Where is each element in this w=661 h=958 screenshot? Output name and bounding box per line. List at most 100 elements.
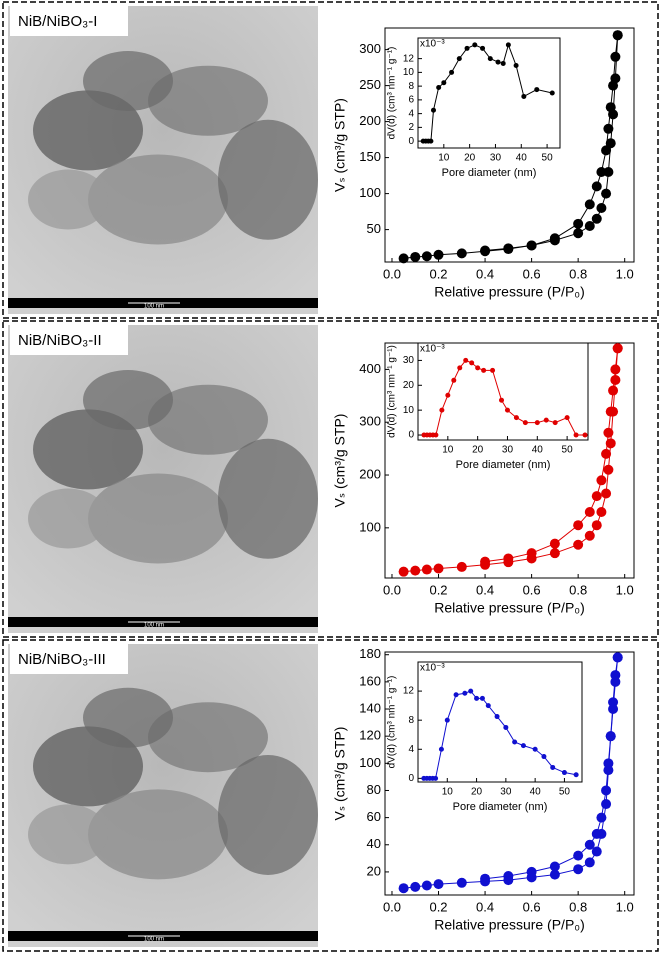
x-tick-label: 50 — [559, 787, 571, 798]
x-tick-label: 0.2 — [429, 266, 447, 281]
x-tick-label: 30 — [490, 153, 502, 164]
data-point — [610, 374, 621, 385]
y-tick-label: 0 — [408, 773, 414, 784]
data-point — [503, 553, 514, 564]
data-point — [584, 506, 595, 517]
data-point — [433, 775, 439, 781]
data-point — [591, 828, 602, 839]
data-point — [603, 464, 614, 475]
data-point — [480, 556, 491, 567]
plot-area — [417, 37, 561, 149]
data-point — [433, 432, 439, 438]
y-tick-label: 300 — [359, 41, 381, 56]
tem-particle — [28, 804, 108, 865]
y-tick-label: 300 — [359, 414, 381, 429]
y-tick-label: 6 — [408, 95, 414, 106]
data-point — [505, 42, 511, 48]
data-point — [550, 764, 556, 770]
data-point — [534, 87, 540, 93]
scale-bar-label: 100 nm — [144, 304, 164, 310]
tem-particle — [28, 169, 108, 230]
tem-particle — [88, 154, 228, 245]
x-tick-label: 10 — [442, 445, 454, 456]
data-point — [457, 365, 463, 371]
y-tick-label: 140 — [359, 700, 381, 715]
x-tick-label: 1.0 — [616, 266, 634, 281]
data-point — [480, 873, 491, 884]
data-point — [552, 420, 558, 426]
data-point — [573, 772, 579, 778]
data-point — [610, 364, 621, 375]
data-point — [601, 448, 612, 459]
panel-border — [2, 1, 659, 319]
y-tick-label: 200 — [359, 466, 381, 481]
data-point — [591, 181, 602, 192]
data-point — [582, 432, 588, 438]
data-point — [573, 539, 584, 550]
tem-particle — [28, 488, 108, 549]
x-tick-label: 20 — [464, 153, 476, 164]
data-point — [456, 248, 467, 259]
data-point — [549, 869, 560, 880]
data-point — [532, 746, 538, 752]
x-axis-label: Relative pressure (P/P₀) — [434, 917, 585, 933]
label-box — [10, 325, 128, 355]
y-tick-label: 250 — [359, 77, 381, 92]
data-point — [487, 56, 493, 62]
x-tick-label: 20 — [472, 445, 484, 456]
data-point — [512, 739, 518, 745]
data-point — [534, 420, 540, 426]
data-point — [591, 520, 602, 531]
y-tick-label: 20 — [367, 863, 381, 878]
data-point — [480, 245, 491, 256]
label-box — [10, 6, 128, 36]
data-point — [499, 397, 505, 403]
data-point — [549, 861, 560, 872]
y-tick-label: 12 — [403, 686, 415, 697]
data-point — [549, 90, 555, 96]
y-tick-label: 120 — [359, 728, 381, 743]
data-point — [573, 228, 584, 239]
data-point — [430, 107, 436, 113]
y-tick-label: 150 — [359, 149, 381, 164]
y-axis-label: dV(d) (cm³ nm⁻¹ g⁻¹) — [387, 676, 398, 769]
data-point — [573, 850, 584, 861]
x-tick-label: 0.2 — [429, 582, 447, 597]
y-axis-label: Vₛ (cm³/g STP) — [332, 98, 348, 192]
data-point — [441, 80, 447, 86]
data-point — [469, 360, 475, 366]
tem-particle — [218, 438, 318, 559]
y-tick-label: 180 — [359, 646, 381, 661]
data-point — [549, 548, 560, 559]
data-point — [573, 864, 584, 875]
data-point — [463, 357, 469, 363]
data-point — [605, 138, 616, 149]
data-point — [398, 253, 409, 264]
data-point — [451, 377, 457, 383]
x-tick-label: 0.8 — [569, 899, 587, 914]
y-tick-label: 10 — [403, 405, 415, 416]
y-tick-label: 4 — [408, 744, 414, 755]
data-point — [608, 385, 619, 396]
data-point — [573, 432, 579, 438]
y-tick-label: 60 — [367, 809, 381, 824]
y-axis-label: Vₛ (cm³/g STP) — [332, 727, 348, 821]
data-point — [601, 145, 612, 156]
multiplier: x10⁻³ — [420, 39, 445, 50]
data-point — [596, 812, 607, 823]
data-point — [468, 688, 474, 694]
data-point — [456, 56, 462, 62]
tem-particle — [148, 702, 268, 773]
x-tick-label: 40 — [532, 445, 544, 456]
data-point — [462, 690, 468, 696]
data-point — [591, 491, 602, 502]
multiplier: x10⁻³ — [420, 344, 445, 355]
data-point — [513, 415, 519, 421]
x-tick-label: 50 — [542, 153, 554, 164]
y-tick-label: 100 — [359, 755, 381, 770]
data-point — [584, 530, 595, 541]
y-tick-label: 8 — [408, 715, 414, 726]
data-point — [603, 758, 614, 769]
data-point — [612, 30, 623, 41]
tem-particle — [83, 687, 173, 748]
